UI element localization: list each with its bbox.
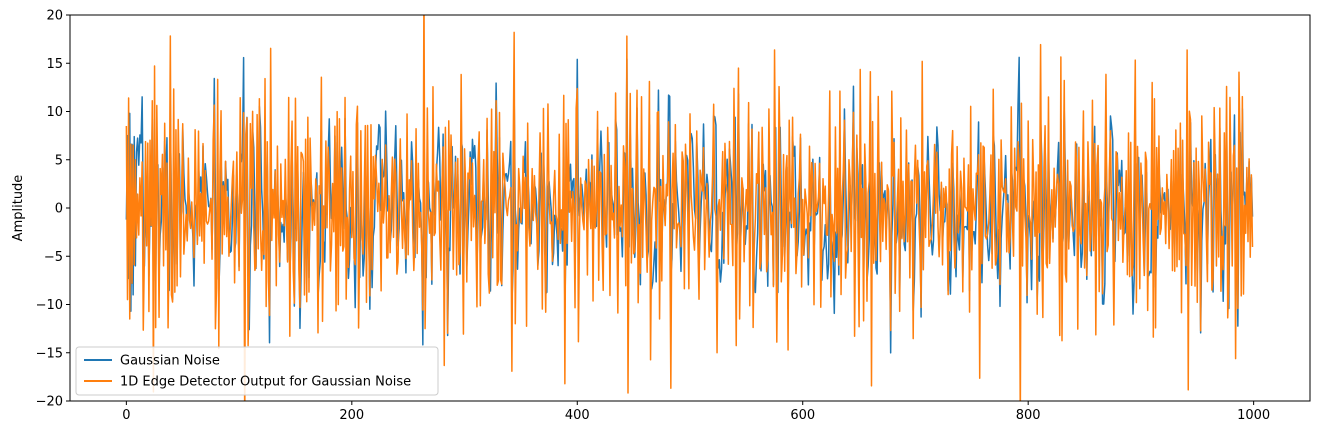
x-axis: 0 200 400 600 800 1000 xyxy=(122,401,1270,423)
y-axis: −20 −15 −10 −5 0 5 10 15 20 xyxy=(36,9,70,410)
x-tick-label: 600 xyxy=(790,408,815,423)
y-axis-label: Amplitude xyxy=(11,175,26,242)
y-tick-label: −20 xyxy=(36,395,63,410)
legend-label: 1D Edge Detector Output for Gaussian Noi… xyxy=(120,375,411,390)
y-tick-label: 10 xyxy=(46,105,63,120)
series-layer xyxy=(125,15,1254,401)
y-tick-label: 5 xyxy=(55,153,63,168)
legend-frame xyxy=(75,346,439,396)
x-tick-label: 400 xyxy=(565,408,590,423)
legend: Gaussian Noise 1D Edge Detector Output fo… xyxy=(75,346,439,396)
x-tick-label: 800 xyxy=(1016,408,1041,423)
x-tick-label: 200 xyxy=(339,408,364,423)
y-tick-label: −5 xyxy=(44,250,63,265)
y-tick-label: 20 xyxy=(46,9,63,24)
y-tick-label: −10 xyxy=(36,298,63,313)
y-tick-label: −15 xyxy=(36,346,63,361)
y-tick-label: 0 xyxy=(55,202,63,217)
legend-label: Gaussian Noise xyxy=(120,354,220,369)
series-line-edge-detector-output xyxy=(125,15,1254,401)
x-tick-label: 1000 xyxy=(1237,408,1270,423)
x-tick-label: 0 xyxy=(122,408,130,423)
y-tick-label: 15 xyxy=(46,57,63,72)
